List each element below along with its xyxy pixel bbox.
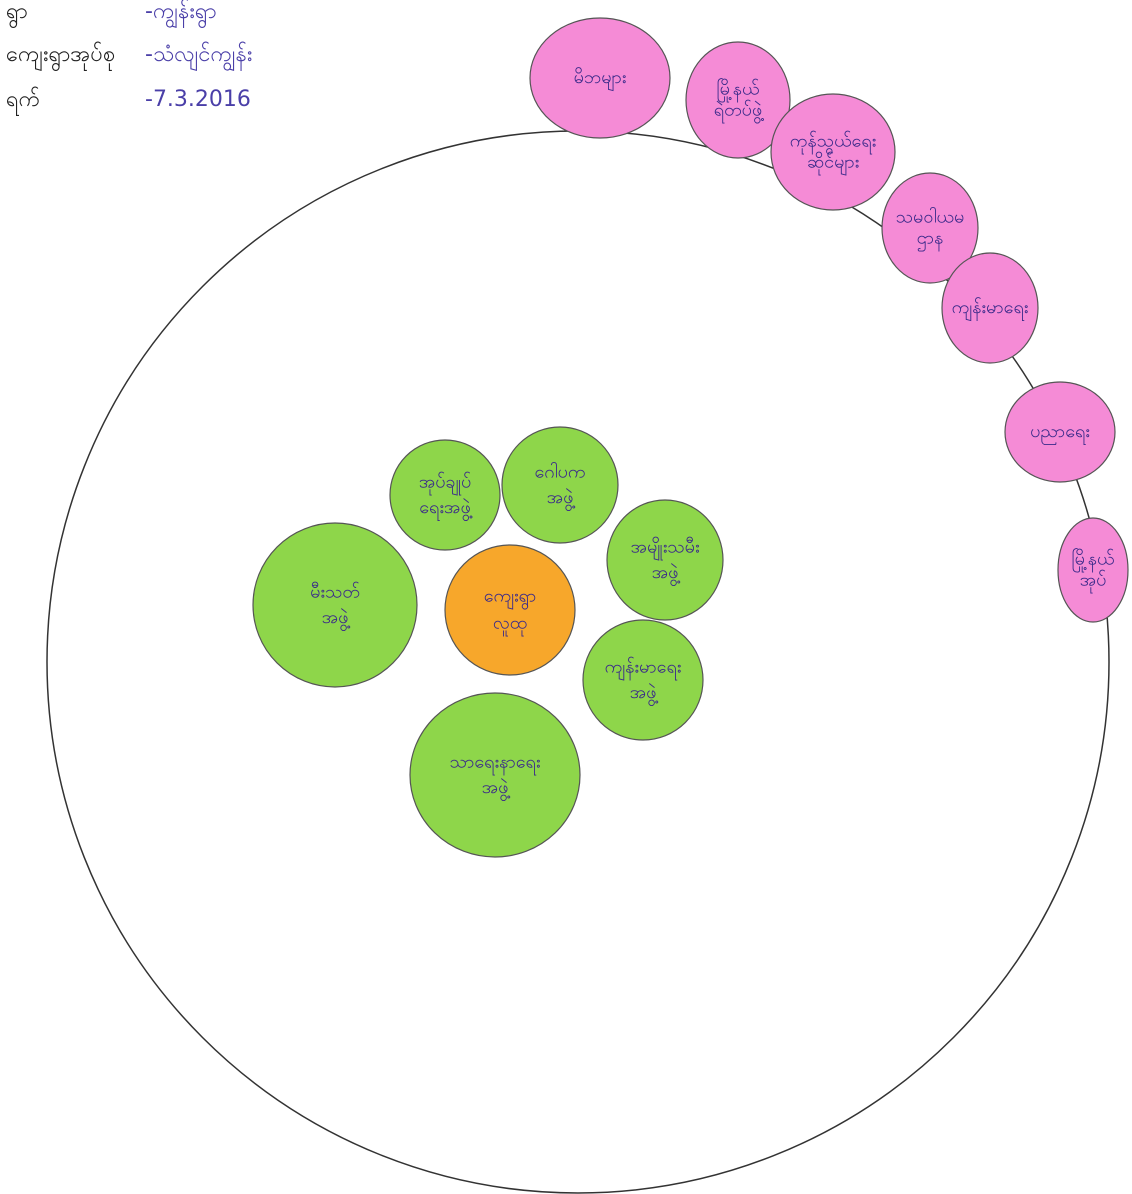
outer-group-label: ရဲတပ်ဖွဲ့ (714, 100, 764, 124)
outer-group-label: ဆိုင်များ (807, 152, 860, 176)
header-value: -သံလျင်ကျွန်း (145, 41, 253, 72)
outer-group-label: အုပ် (1080, 570, 1107, 594)
inner-group (582, 619, 704, 741)
inner-group (252, 522, 418, 688)
inner-group-label: အဖွဲ့ (630, 682, 659, 706)
inner-group-label: အဖွဲ့ (547, 487, 576, 511)
header-value: -7.3.2016 (145, 87, 251, 112)
center-group (444, 544, 576, 676)
header: ရွာ -ကျွန်းရွာကျေးရွာအုပ်စု -သံလျင်ကျွန်းရ… (6, 0, 253, 116)
inner-group-label: မီးသတ် (310, 581, 360, 602)
inner-group-label: ရေးအဖွဲ့ (419, 497, 472, 521)
inner-group-label: သာရေးနာရေး (450, 751, 541, 775)
outer-groups: မိဘများမြို့နယ်ရဲတပ်ဖွဲ့ကုန်သွယ်ရေးဆိုင်… (529, 17, 1129, 623)
outer-group-label: ဌာန (917, 228, 944, 252)
outer-group-label: ကျန်းမာရေး (952, 297, 1029, 321)
outer-group-label: သမဝါယမ (896, 207, 965, 228)
inner-group-label: အမျိုးသမီး (630, 536, 699, 560)
inner-groups: အုပ်ချုပ်ရေးအဖွဲ့ဂေါပကအဖွဲ့အမျိုးသမီးအဖွ… (252, 426, 724, 858)
inner-group-label: အဖွဲ့ (482, 777, 511, 801)
outer-group (881, 172, 979, 284)
inner-group-label: ဂေါပက (534, 461, 585, 482)
inner-group (389, 439, 501, 551)
outer-group-label: မြို့နယ် (717, 78, 760, 103)
header-label: ရွာ (6, 0, 28, 29)
inner-group-label: အဖွဲ့ (652, 562, 681, 586)
outer-group (1057, 517, 1129, 623)
center-group-label: ကျေးရွာ (484, 586, 537, 610)
inner-group-label: အဖွဲ့ (322, 607, 351, 631)
inner-group (501, 426, 619, 544)
outer-group-label: မြို့နယ် (1072, 548, 1115, 573)
inner-group (409, 692, 581, 858)
outer-group (1004, 381, 1116, 483)
header-value: -ကျွန်းရွာ (145, 0, 217, 29)
inner-group-label: ကျန်းမာရေး (605, 656, 682, 680)
inner-group-label: အုပ်ချုပ် (419, 471, 472, 495)
header-label: ကျေးရွာအုပ်စု (6, 41, 115, 72)
outer-group (529, 17, 671, 139)
inner-group (606, 499, 724, 621)
outer-group (685, 41, 791, 159)
outer-group (770, 93, 896, 211)
center-group-label: လူထု (493, 613, 527, 637)
header-label: ရက် (6, 86, 40, 116)
outer-group-label: မိဘများ (574, 67, 627, 91)
outer-group-label: ပညာရေး (1030, 421, 1090, 445)
outer-group-label: ကုန်သွယ်ရေး (790, 131, 876, 155)
outer-group (941, 252, 1039, 364)
